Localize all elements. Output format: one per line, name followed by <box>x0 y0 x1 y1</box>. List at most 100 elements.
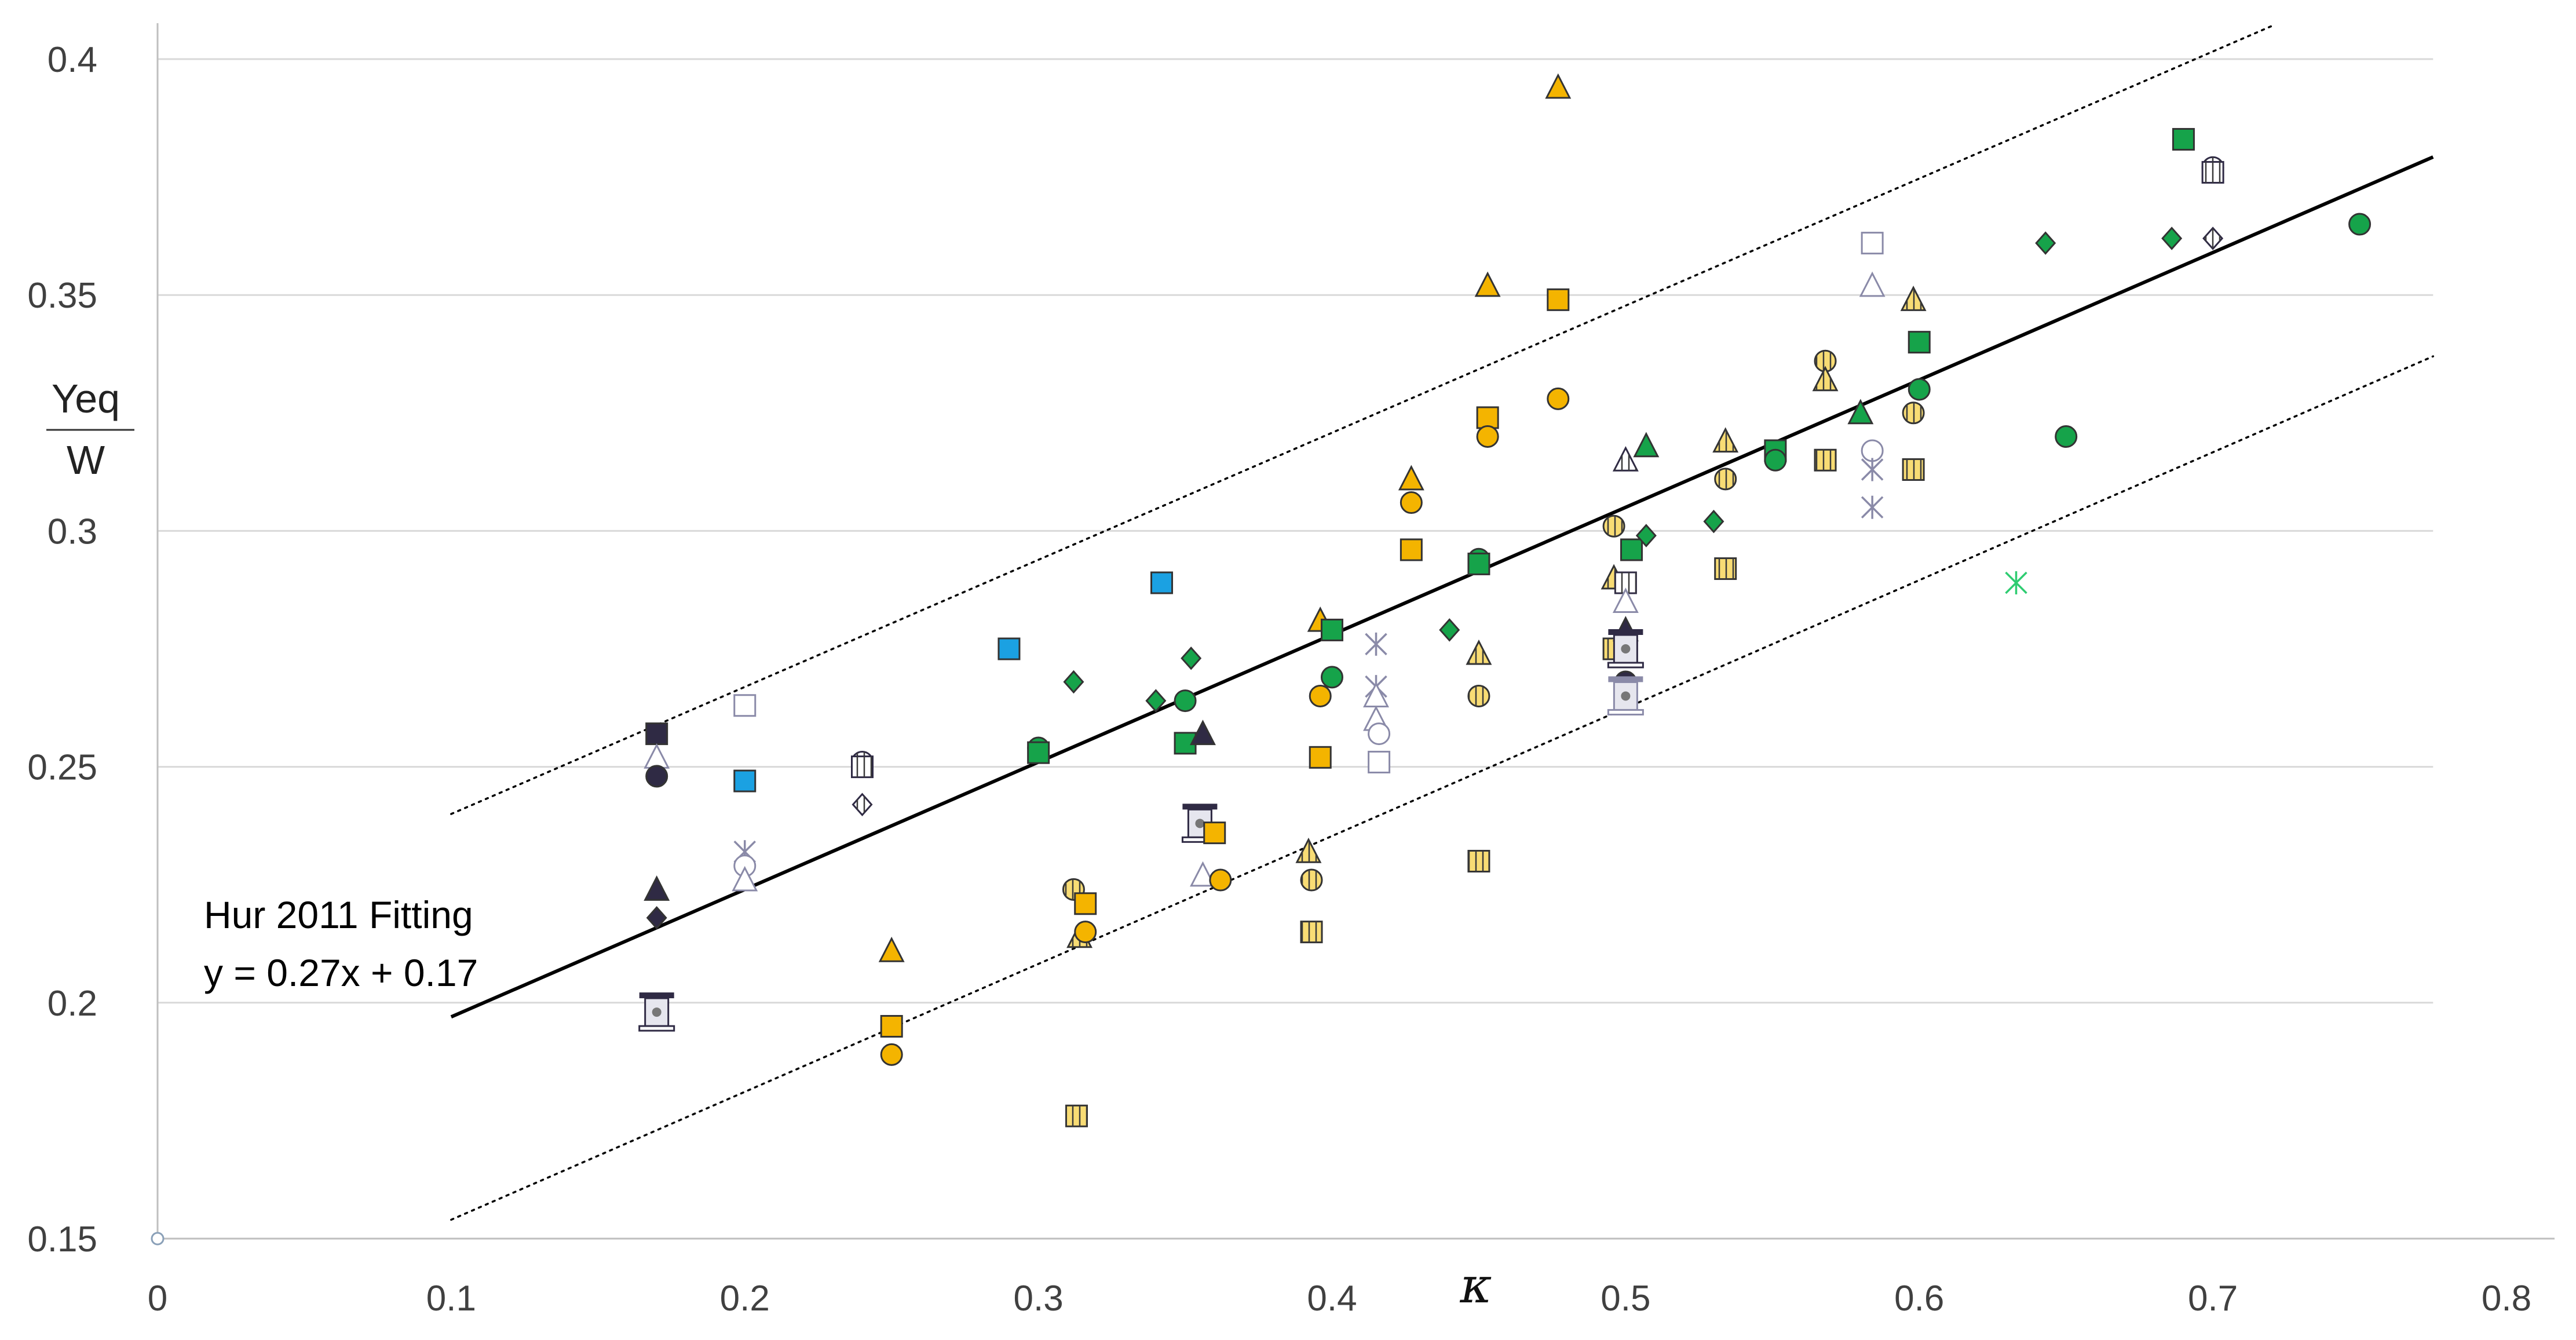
marker-circle <box>2055 425 2078 448</box>
data-point-square <box>1908 331 1931 354</box>
marker-square <box>733 769 757 793</box>
marker-square <box>733 694 757 717</box>
tick-labels: 0 0.1 0.2 0.3 0.4 0.5 0.6 0.7 0.8 0.15 0.2 0.25 0.3 0… <box>27 40 2531 1319</box>
y-tick-label: 0.15 <box>27 1219 97 1259</box>
data-point-diamond <box>1181 647 1202 670</box>
marker-square <box>1150 571 1174 594</box>
data-point-circle <box>1476 425 1499 448</box>
data-point-square <box>997 637 1021 660</box>
marker-diamond <box>2204 228 2223 249</box>
marker-circle <box>1903 402 1924 423</box>
marker-square <box>1908 331 1931 354</box>
marker-square <box>1861 232 1884 255</box>
x-axis-label: κ <box>1459 1257 1492 1314</box>
data-point-star <box>1365 632 1387 656</box>
y-tick-label: 0.25 <box>27 748 97 788</box>
data-point-circle <box>1321 666 1343 689</box>
marker-square <box>1321 618 1343 641</box>
data-point-square <box>1814 448 1837 472</box>
data-point-square <box>1902 458 1925 481</box>
data-point-square <box>1714 557 1737 580</box>
marker-diamond <box>1181 647 1202 670</box>
marker-diamond <box>1635 524 1657 547</box>
marker-square <box>1467 552 1490 575</box>
origin-marker <box>151 1232 165 1246</box>
data-point-square <box>1476 406 1499 429</box>
marker-hourglass-base <box>1607 662 1644 669</box>
marker-square <box>1620 538 1643 561</box>
data-point-circle <box>1074 921 1097 944</box>
data-point-square <box>1150 571 1174 594</box>
y-axis-label-numerator: Yeq <box>52 376 120 421</box>
marker-hourglass-base <box>1607 709 1644 715</box>
marker-triangle <box>1859 271 1886 297</box>
marker-triangle <box>1190 720 1216 746</box>
data-point-triangle <box>1466 639 1492 665</box>
marker-circle <box>1715 468 1736 490</box>
marker-square <box>1301 921 1322 943</box>
marker-diamond <box>853 794 872 815</box>
marker-circle <box>1301 870 1322 891</box>
marker-triangle <box>644 743 670 769</box>
marker-circle <box>1321 666 1343 689</box>
y-tick-label: 0.35 <box>27 276 97 316</box>
marker-triangle <box>1633 432 1660 458</box>
marker-circle <box>1368 722 1391 746</box>
data-point-square <box>645 722 668 746</box>
marker-triangle <box>1545 73 1572 99</box>
marker-circle <box>1764 448 1787 472</box>
data-point-triangle <box>1398 465 1424 491</box>
data-point-star <box>1861 458 1884 481</box>
marker-hourglass-dot <box>1621 691 1631 701</box>
data-point-square <box>1027 741 1050 764</box>
marker-square <box>1400 538 1423 561</box>
data-point-square <box>733 769 757 793</box>
data-point-square <box>2201 160 2224 184</box>
data-point-square <box>1309 746 1332 769</box>
data-point-diamond <box>1439 618 1460 642</box>
marker-circle <box>1174 689 1197 713</box>
data-point-circle <box>2348 213 2372 236</box>
marker-square <box>1368 750 1391 773</box>
marker-square <box>1903 459 1924 480</box>
data-point-circle <box>1209 868 1232 892</box>
x-tick-label: 0.5 <box>1601 1279 1650 1319</box>
data-point-circle <box>1908 378 1931 401</box>
x-tick-label: 0.1 <box>426 1279 476 1319</box>
data-point-square <box>2172 127 2195 151</box>
data-point-triangle <box>1712 427 1739 453</box>
data-point-circle <box>1814 349 1837 373</box>
marker-square <box>1715 558 1736 579</box>
data-point-circle <box>1300 868 1323 892</box>
data-points <box>638 73 2372 1127</box>
y-tick-label: 0.4 <box>47 40 97 80</box>
gridlines <box>158 58 2434 1004</box>
marker-circle <box>1603 516 1625 537</box>
marker-diamond <box>1439 618 1460 642</box>
data-point-square <box>1467 552 1490 575</box>
marker-triangle <box>644 875 670 901</box>
data-point-circle <box>1902 401 1925 425</box>
upper-bound-line <box>450 25 2273 815</box>
x-tick-label: 0.3 <box>1014 1279 1064 1319</box>
data-point-circle <box>2055 425 2078 448</box>
data-point-diamond <box>1063 670 1084 694</box>
data-point-diamond <box>2035 231 2056 255</box>
marker-hourglass-dot <box>1621 644 1631 653</box>
data-point-triangle <box>1612 446 1639 472</box>
data-point-circle <box>1547 387 1570 410</box>
marker-circle <box>1468 685 1489 707</box>
data-point-triangle <box>1190 720 1216 746</box>
data-point-diamond <box>1145 689 1167 713</box>
marker-circle <box>1400 491 1423 514</box>
marker-circle <box>2348 213 2372 236</box>
marker-circle <box>1074 921 1097 944</box>
marker-circle <box>1476 425 1499 448</box>
data-point-diamond <box>2161 227 2183 250</box>
marker-hourglass-top <box>1608 629 1643 635</box>
x-tick-label: 0.8 <box>2482 1279 2531 1319</box>
marker-square <box>1203 821 1226 845</box>
fit-annotation-title: Hur 2011 Fitting <box>204 893 473 936</box>
data-point-triangle <box>732 866 758 892</box>
data-point-triangle <box>1612 587 1639 614</box>
